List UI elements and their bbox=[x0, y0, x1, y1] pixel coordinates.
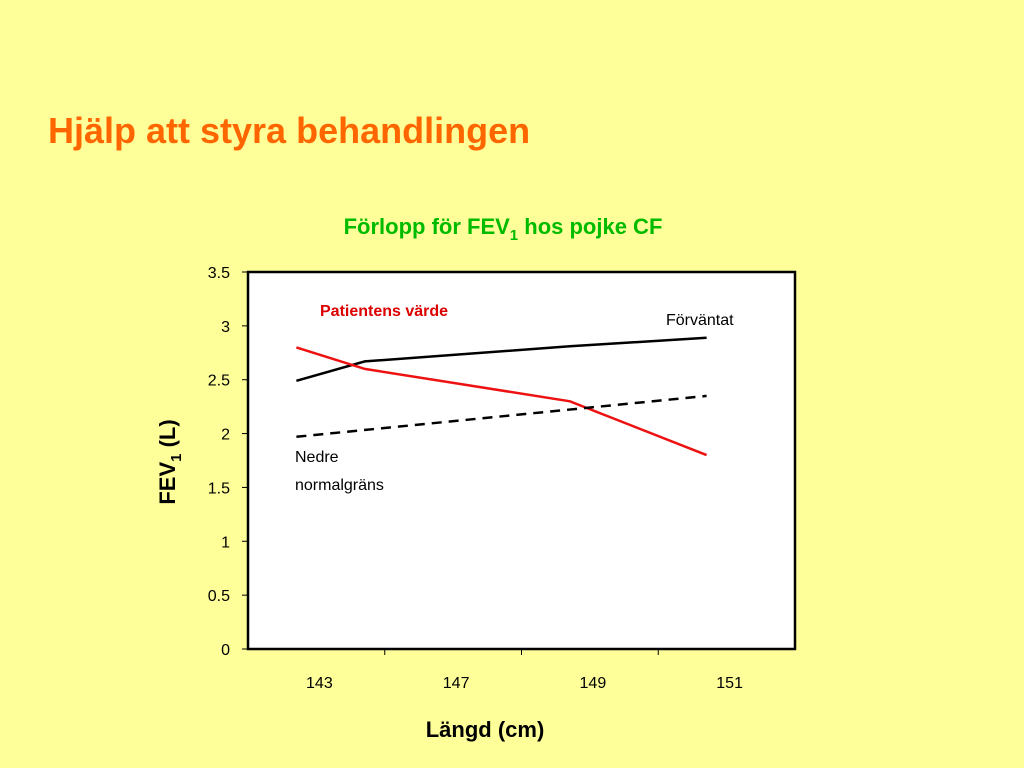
annotation-lower-limit-line2: normalgräns bbox=[295, 477, 384, 494]
y-tick-label: 1.5 bbox=[208, 480, 230, 497]
y-tick-label: 3 bbox=[221, 319, 230, 336]
y-tick-label: 2 bbox=[221, 427, 230, 444]
series-line-3 bbox=[296, 394, 707, 439]
chart-title-subscript: 1 bbox=[510, 227, 518, 244]
series-line-2 bbox=[296, 346, 708, 457]
annotation-lower-limit-line1: Nedre bbox=[295, 449, 339, 466]
annotation-patient-value: Patientens värde bbox=[320, 303, 448, 320]
x-axis-label: Längd (cm) bbox=[426, 717, 545, 742]
series-layer bbox=[296, 336, 708, 457]
chart-title-rest: hos pojke CF bbox=[518, 214, 662, 239]
y-tick-label: 2.5 bbox=[208, 373, 230, 390]
y-tick-label: 1 bbox=[221, 534, 230, 551]
x-axis: 143 147 149 151 bbox=[306, 649, 743, 692]
x-tick-label: 147 bbox=[443, 675, 470, 692]
x-tick-label: 149 bbox=[580, 675, 607, 692]
y-axis-label: FEV1 (L) bbox=[155, 419, 185, 504]
chart-title-main: Förlopp för FEV bbox=[344, 214, 511, 239]
series-line-1 bbox=[296, 336, 707, 383]
x-tick-label: 151 bbox=[716, 675, 743, 692]
chart-title: Förlopp för FEV1 hos pojke CF bbox=[344, 214, 663, 244]
y-axis-label-rest: (L) bbox=[155, 419, 180, 453]
y-axis: 0 0.5 1 1.5 2 2.5 3 3.5 bbox=[208, 265, 248, 659]
y-axis-label-main: FEV bbox=[155, 462, 180, 505]
y-tick-label: 0 bbox=[221, 642, 230, 659]
plot-area bbox=[246, 270, 797, 651]
y-axis-label-subscript: 1 bbox=[168, 454, 185, 462]
slide-title: Hjälp att styra behandlingen bbox=[48, 110, 531, 151]
annotation-expected: Förväntat bbox=[666, 312, 734, 329]
x-tick-label: 143 bbox=[306, 675, 333, 692]
y-tick-label: 3.5 bbox=[208, 265, 230, 282]
y-tick-label: 0.5 bbox=[208, 588, 230, 605]
